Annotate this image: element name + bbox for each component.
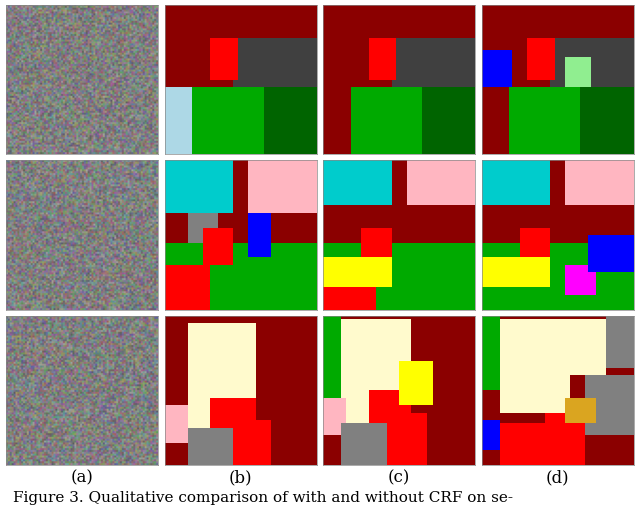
Bar <box>188 213 218 243</box>
Text: Figure 3. Qualitative comparison of with and without CRF on se-: Figure 3. Qualitative comparison of with… <box>13 491 513 505</box>
Bar <box>323 258 392 287</box>
Bar <box>342 423 387 465</box>
Bar <box>211 38 238 80</box>
Bar <box>188 323 256 428</box>
Bar <box>509 87 580 154</box>
Bar <box>165 160 317 243</box>
Bar <box>585 376 634 435</box>
Bar <box>233 38 317 87</box>
Bar <box>323 316 342 398</box>
Bar <box>165 405 188 443</box>
Bar <box>351 87 422 154</box>
Bar <box>165 5 317 38</box>
Bar <box>500 319 570 413</box>
Bar <box>323 5 475 38</box>
Bar <box>248 213 271 258</box>
Bar <box>399 361 433 405</box>
Bar <box>606 316 634 368</box>
Bar <box>211 398 256 428</box>
Bar <box>165 243 317 310</box>
Bar <box>481 316 500 390</box>
Bar <box>188 428 233 465</box>
Bar <box>520 227 550 258</box>
Bar <box>565 57 591 87</box>
Bar <box>565 398 596 423</box>
Bar <box>545 413 585 465</box>
Bar <box>550 38 634 87</box>
Bar <box>323 398 346 435</box>
Bar <box>165 160 233 213</box>
Bar <box>369 390 412 423</box>
Bar <box>481 50 512 87</box>
Bar <box>323 38 392 87</box>
Bar <box>165 38 233 87</box>
Text: (d): (d) <box>546 469 570 486</box>
Bar <box>422 87 475 154</box>
Bar <box>342 319 412 423</box>
Bar <box>392 38 475 87</box>
Bar <box>481 258 550 287</box>
Text: (b): (b) <box>229 469 253 486</box>
Bar <box>527 38 554 80</box>
Bar <box>481 160 634 243</box>
Bar <box>596 398 634 435</box>
Bar <box>361 227 392 258</box>
Bar <box>369 38 396 80</box>
Bar <box>323 160 392 205</box>
Bar <box>323 160 475 243</box>
Bar <box>233 420 271 465</box>
Bar <box>407 160 475 205</box>
Bar <box>192 87 264 154</box>
Bar <box>481 5 634 38</box>
Bar <box>481 38 550 87</box>
Bar <box>588 235 634 272</box>
Text: (c): (c) <box>388 469 410 486</box>
Bar <box>165 265 211 310</box>
Bar <box>570 319 606 376</box>
Bar <box>165 87 192 154</box>
Bar <box>248 160 317 213</box>
Bar <box>580 87 634 154</box>
Bar <box>387 413 426 465</box>
Bar <box>500 423 545 465</box>
Bar <box>323 243 475 310</box>
Bar <box>481 420 500 450</box>
Bar <box>203 227 233 265</box>
Bar <box>323 287 376 310</box>
Bar <box>481 243 634 310</box>
Bar <box>565 265 596 295</box>
Bar <box>481 160 550 205</box>
Bar <box>264 87 317 154</box>
Text: (a): (a) <box>71 469 94 486</box>
Bar <box>565 160 634 205</box>
